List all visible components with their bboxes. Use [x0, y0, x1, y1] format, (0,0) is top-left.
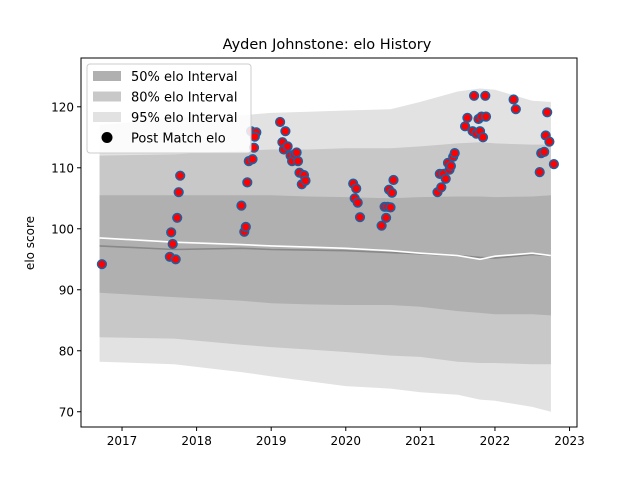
- legend-marker: [101, 132, 113, 143]
- post-match-point: [352, 197, 363, 208]
- x-tick-label: 2023: [554, 434, 585, 448]
- post-match-point: [386, 187, 398, 198]
- post-match-point: [236, 200, 247, 211]
- post-match-point: [170, 254, 181, 265]
- post-match-point: [510, 104, 521, 115]
- post-match-point: [480, 111, 492, 122]
- post-match-point: [480, 90, 491, 101]
- y-axis: 70 80 90 100 110 120: [51, 100, 81, 419]
- post-match-point: [477, 132, 489, 143]
- x-axis: 2017 2018 2019 2020 2021 2022 2023: [107, 427, 585, 448]
- x-tick-label: 2020: [331, 434, 362, 448]
- post-match-point: [167, 238, 178, 250]
- post-match-point: [354, 212, 366, 223]
- legend-label: 80% elo Interval: [131, 91, 238, 106]
- post-match-point: [534, 167, 545, 178]
- post-match-point: [508, 94, 519, 105]
- post-match-point: [449, 148, 460, 159]
- post-match-point: [539, 146, 550, 157]
- y-tick-label: 110: [51, 161, 74, 175]
- y-tick-label: 100: [51, 222, 74, 236]
- legend-swatch: [93, 112, 121, 122]
- median-line: [99, 245, 551, 259]
- post-match-point: [275, 116, 286, 128]
- post-match-point: [544, 136, 555, 147]
- legend-box: [86, 63, 252, 154]
- post-match-point: [385, 202, 396, 213]
- post-match-point: [436, 182, 447, 193]
- legend-label: 50% elo Interval: [131, 70, 238, 85]
- legend-label: Post Match elo: [131, 132, 226, 147]
- y-axis-label: elo score: [23, 216, 37, 270]
- post-match-point: [548, 159, 560, 170]
- post-match-point: [175, 170, 186, 181]
- post-match-point: [282, 141, 293, 152]
- post-match-point: [440, 173, 451, 184]
- chart-title: Ayden Johnstone: elo History: [223, 37, 432, 53]
- post-match-point: [242, 177, 253, 188]
- post-match-point: [172, 212, 183, 223]
- y-tick-label: 80: [59, 344, 74, 358]
- legend-label: 95% elo Interval: [131, 111, 238, 126]
- post-match-point: [291, 147, 302, 158]
- post-match-point: [388, 174, 399, 186]
- x-tick-label: 2019: [256, 434, 287, 448]
- post-match-point: [462, 112, 473, 123]
- x-tick-label: 2017: [107, 434, 138, 448]
- post-match-point: [240, 221, 251, 232]
- legend-swatch: [93, 71, 121, 81]
- plot-area: [80, 57, 578, 428]
- post-match-point: [376, 220, 387, 231]
- legend-swatch: [93, 91, 121, 102]
- post-match-point: [173, 187, 184, 198]
- band-50-elo-interval: [99, 195, 551, 316]
- post-match-point: [249, 131, 260, 142]
- post-match-point: [280, 126, 291, 137]
- post-match-point: [351, 183, 362, 194]
- x-tick-label: 2021: [405, 434, 436, 448]
- x-tick-label: 2022: [480, 434, 511, 448]
- post-match-point: [445, 160, 457, 172]
- post-match-point: [469, 90, 480, 101]
- plot-frame: [80, 57, 578, 428]
- x-tick-label: 2018: [181, 434, 212, 448]
- legend: 50% elo Interval 80% elo Interval 95% elo …: [86, 63, 252, 154]
- post-match-point: [381, 212, 392, 223]
- y-tick-label: 90: [59, 283, 74, 297]
- post-match-point: [300, 175, 311, 186]
- post-match-point: [542, 107, 553, 118]
- post-match-point: [96, 259, 107, 270]
- mean-line: [99, 237, 552, 261]
- y-tick-label: 70: [59, 405, 74, 419]
- post-match-point: [247, 154, 258, 165]
- post-match-point: [292, 156, 304, 167]
- y-tick-label: 120: [51, 100, 74, 114]
- post-match-point: [166, 227, 177, 238]
